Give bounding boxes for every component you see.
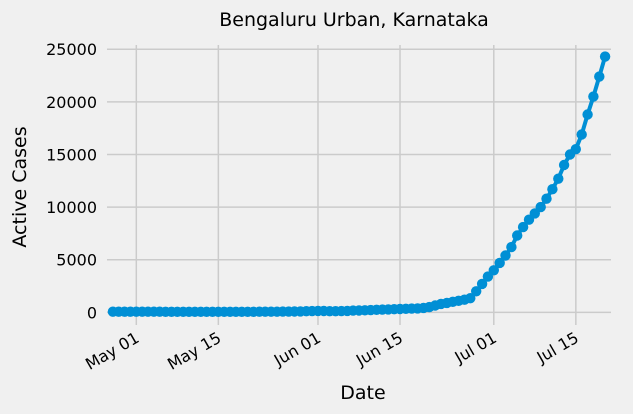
y-tick-label: 15000 [46,145,97,164]
x-tick-label: May 01 [82,328,142,374]
data-point [599,51,611,62]
data-point [582,109,593,120]
y-tick-label: 5000 [56,251,97,270]
data-point [553,173,564,184]
data-point [476,278,488,290]
y-tick-label: 0 [87,303,97,322]
x-tick-label: Jul 01 [451,328,500,367]
data-point [576,129,587,140]
data-point [594,71,605,82]
x-tick-label: May 15 [164,328,224,374]
data-point [494,257,505,269]
series-line [112,56,608,314]
y-tick-label: 20000 [46,93,97,112]
chart-grid [107,45,611,325]
data-point [588,91,599,102]
data-point [500,250,511,261]
data-point [558,159,570,171]
data-point [465,293,476,304]
x-tick-label: Jul 15 [533,328,582,367]
y-tick-label: 25000 [46,40,97,59]
data-point [512,230,523,241]
x-tick-label: Jun 15 [352,328,406,370]
x-tick-label: Jun 01 [270,328,324,370]
x-axis-ticks: May 01 May 15 Jun 01 Jun 15 Jul 01 Jul 15 [82,328,582,374]
data-point [535,201,546,213]
chart-title: Bengaluru Urban, Karnataka [219,9,489,31]
data-point [570,144,581,155]
y-axis-label: Active Cases [9,126,31,247]
x-axis-label: Date [340,382,385,404]
y-axis-ticks: 0 5000 10000 15000 20000 25000 [46,40,97,322]
data-point [471,286,482,297]
data-point [547,184,558,195]
series-active-cases [107,51,611,317]
data-point [506,241,517,253]
data-point [517,221,529,233]
data-point [488,265,499,276]
data-point [541,193,552,204]
y-tick-label: 10000 [46,198,97,217]
